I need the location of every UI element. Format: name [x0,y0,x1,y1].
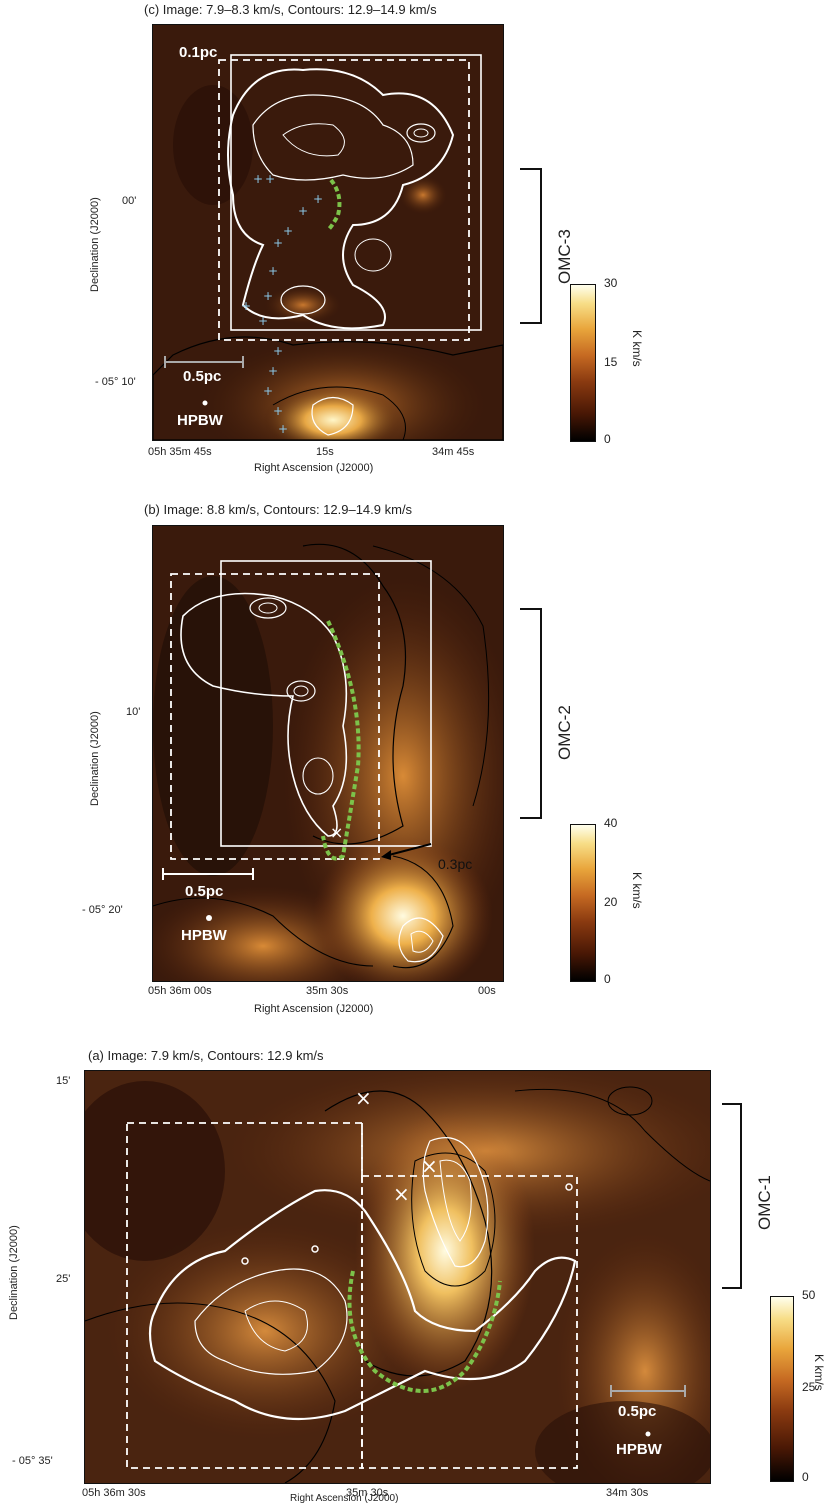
panel-b-ytick-1: 10' [126,706,141,718]
svg-text:+: + [268,364,278,378]
beam-label: HPBW [181,927,227,944]
panel-c-ytick-1: 00' [122,195,137,207]
svg-text:+: + [263,289,273,303]
panel-b-xtick-1: 05h 36m 00s [148,985,212,997]
svg-text:+: + [268,264,278,278]
panel-b-map: × 0.3pc 0.5pc HPBW [152,525,504,982]
panel-b-cbtick-1: 40 [604,816,618,830]
svg-text:+: + [265,172,275,186]
scale-label-small: 0.1pc [179,44,218,61]
panel-c-xlabel: Right Ascension (J2000) [254,462,374,474]
svg-text:+: + [253,172,263,186]
panel-a-ytick-2: 25' [56,1273,71,1285]
panel-b-cbtick-2: 20 [604,895,618,909]
panel-a-colorbar [770,1296,794,1482]
svg-text:+: + [313,192,323,206]
omc3-bracket [520,168,542,324]
svg-text:+: + [263,384,273,398]
panel-b-xlabel: Right Ascension (J2000) [254,1003,374,1015]
panel-c-cbtick-3: 0 [604,432,611,446]
panel-b-xtick-3: 00s [478,985,496,997]
scale-label-large: 0.5pc [618,1403,657,1420]
panel-c-cbunit: K km/s [630,330,644,367]
panel-a-xlabel: Right Ascension (J2000) [290,1493,399,1504]
omc1-bracket [722,1103,742,1289]
omc2-bracket [520,608,542,819]
omc1-label: OMC-1 [755,1175,774,1230]
beam-label: HPBW [177,412,223,429]
panel-c-colorbar [570,284,596,442]
panel-a-xtick-1: 05h 36m 30s [82,1487,146,1499]
panel-c-map: + + + + + + + + + + + + + + + 0.1pc 0.5pc HPBW [152,24,504,441]
svg-text:+: + [298,204,308,218]
panel-a-ytick-1: 15' [56,1075,71,1087]
svg-text:×: × [393,1182,410,1206]
svg-text:+: + [258,314,268,328]
beam-label: HPBW [616,1441,662,1458]
svg-text:×: × [330,823,343,842]
svg-text:+: + [241,299,251,313]
svg-text:+: + [273,344,283,358]
svg-text:×: × [421,1154,438,1178]
panel-a-cbtick-1: 50 [802,1288,816,1302]
panel-b-cbunit: K km/s [630,872,644,909]
omc3-label: OMC-3 [555,229,574,284]
omc2-label: OMC-2 [555,705,574,760]
panel-a-cbunit: K km/s [812,1354,826,1391]
scale-label-large: 0.5pc [185,883,224,900]
scale-label-large: 0.5pc [183,368,222,385]
panel-c-cbtick-2: 15 [604,355,618,369]
svg-text:+: + [273,404,283,418]
panel-c-xtick-1: 05h 35m 45s [148,446,212,458]
panel-a-cbtick-3: 0 [802,1470,809,1484]
panel-c-xtick-2: 15s [316,446,334,458]
svg-text:+: + [273,236,283,250]
panel-a-cbtick-2: 25 [802,1380,816,1394]
panel-b-cbtick-3: 0 [604,972,611,986]
panel-a-xtick-3: 34m 30s [606,1487,649,1499]
panel-c-xtick-3: 34m 45s [432,446,475,458]
panel-c-title: (c) Image: 7.9–8.3 km/s, Contours: 12.9–… [144,2,437,17]
panel-a-ylabel: Declination (J2000) [8,1225,20,1320]
svg-text:+: + [278,422,288,436]
panel-b-ylabel: Declination (J2000) [89,711,101,806]
panel-a-xtick-2: 35m 30s [346,1487,389,1499]
svg-text:+: + [283,224,293,238]
svg-text:×: × [355,1086,372,1110]
panel-c-cbtick-1: 30 [604,276,618,290]
panel-a-title: (a) Image: 7.9 km/s, Contours: 12.9 km/s [88,1048,324,1063]
panel-c-ylabel: Declination (J2000) [89,197,101,292]
panel-a-map: × × × 0.5pc HPBW [84,1070,711,1484]
panel-b-title: (b) Image: 8.8 km/s, Contours: 12.9–14.9… [144,502,413,517]
panel-b-xtick-2: 35m 30s [306,985,349,997]
panel-a-ytick-3: - 05° 35' [12,1455,53,1467]
panel-c-ytick-2: - 05° 10' [95,376,136,388]
arrow-label: 0.3pc [438,856,473,872]
panel-b-ytick-2: - 05° 20' [82,904,123,916]
panel-b-colorbar [570,824,596,982]
